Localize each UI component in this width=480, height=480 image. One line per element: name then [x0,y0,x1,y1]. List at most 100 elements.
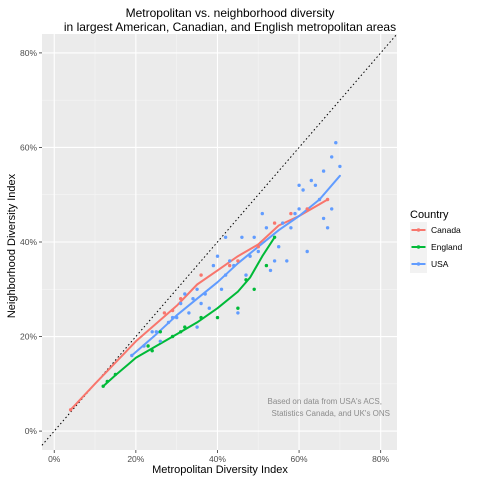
point-usa [195,325,199,329]
point-usa [321,216,326,221]
point-england [113,372,118,377]
y-tick-label: 60% [20,142,37,152]
legend-key-point [416,245,421,249]
point-canada [272,221,277,225]
point-usa [264,226,269,230]
point-usa [289,226,293,230]
point-usa [313,183,318,187]
point-usa [228,259,232,263]
x-tick-label: 60% [291,454,308,464]
legend-label-canada: Canada [431,225,461,235]
point-usa [219,287,224,291]
point-england [183,325,187,329]
point-england [146,344,150,348]
legend: Country Canada England USA [410,209,462,273]
point-usa [321,169,326,173]
point-usa [285,259,289,263]
point-usa [301,188,305,192]
point-usa [268,268,273,273]
point-canada [199,273,203,277]
point-usa [211,263,216,268]
point-canada [325,197,330,202]
caption-line-1: Based on data from USA's ACS, [268,397,382,406]
x-tick-label: 40% [209,454,226,464]
point-usa [166,320,171,325]
point-usa [236,311,240,315]
point-usa [252,235,256,239]
legend-key-point [416,228,421,232]
point-england [199,315,203,320]
point-usa [297,183,301,187]
point-usa [334,141,338,145]
data-points [68,141,342,412]
caption-line-2: Statistics Canada, and UK's ONS [272,409,390,418]
point-usa [325,226,330,230]
point-usa [293,211,297,216]
point-usa [330,155,334,159]
point-usa [256,249,260,254]
point-england [105,379,110,384]
y-tick-label: 80% [20,48,37,58]
point-canada [170,308,175,313]
point-england [158,330,162,334]
point-usa [281,221,285,225]
point-england [150,349,154,353]
point-usa [195,287,199,291]
point-usa [232,263,236,268]
y-tick-label: 40% [20,237,37,247]
legend-label-usa: USA [431,259,449,269]
point-usa [272,259,277,263]
point-canada [289,211,293,216]
point-canada [305,207,309,211]
point-usa [158,339,162,343]
x-axis-ticks: 0% 20% 40% 60% 80% [48,450,390,464]
legend-keys: Canada England USA [410,222,462,273]
y-axis-ticks: 0% 20% 40% 60% 80% [20,48,42,436]
point-england [179,330,183,334]
point-canada [162,311,167,315]
point-usa [179,301,183,306]
point-usa [199,301,203,306]
point-canada [236,259,240,263]
point-usa [338,164,342,169]
point-canada [68,408,73,412]
point-usa [154,330,158,334]
point-usa [244,273,248,277]
point-usa [215,254,220,258]
legend-title: Country [410,209,449,221]
legend-label-england: England [431,242,462,252]
point-usa [191,297,195,301]
y-tick-label: 20% [20,332,37,342]
point-usa [317,197,322,202]
legend-key-point [416,262,421,266]
chart-subtitle: in largest American, Canadian, and Engli… [64,20,396,34]
x-axis-label: Metropolitan Diversity Index [152,464,288,476]
point-usa [170,315,175,320]
point-usa [183,292,187,296]
point-usa [207,306,211,310]
point-england [170,334,175,339]
point-usa [248,254,252,258]
identity-reference-line [41,33,398,446]
point-usa [187,311,191,315]
x-tick-label: 80% [372,454,389,464]
point-usa [330,207,334,211]
point-usa [223,235,228,239]
point-usa [305,249,309,254]
point-england [101,384,105,388]
point-usa [309,178,313,183]
point-england [264,263,269,268]
y-axis-label: Neighborhood Diversity Index [6,173,18,318]
chart-title: Metropolitan vs. neighborhood diversity [126,6,335,20]
fit-line-england [102,236,276,388]
point-england [236,306,240,310]
point-usa [175,315,179,320]
point-usa [223,273,228,277]
x-tick-label: 0% [48,454,61,464]
point-england [252,287,256,291]
point-usa [150,330,154,334]
point-usa [203,292,207,296]
point-usa [260,211,264,216]
point-usa [277,245,281,249]
